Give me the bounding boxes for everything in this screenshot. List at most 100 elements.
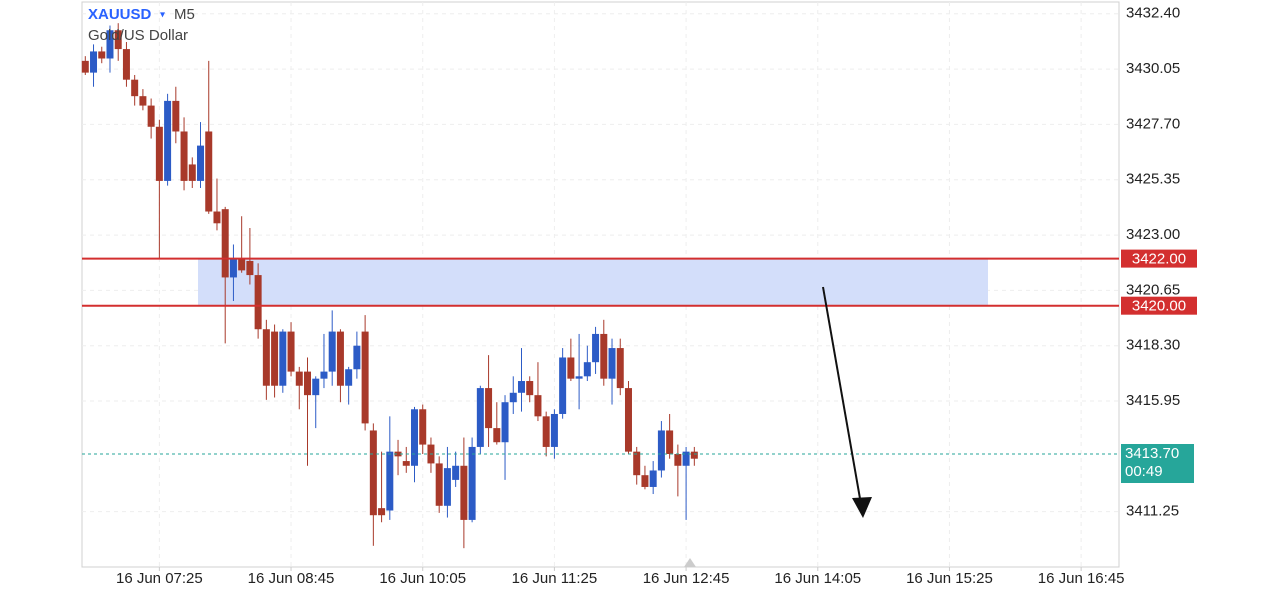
candle-body (147, 105, 155, 127)
dropdown-icon[interactable]: ▾ (160, 10, 165, 21)
candle-body (509, 392, 517, 403)
y-tick-label: 3418.30 (1126, 337, 1180, 354)
x-tick-label: 16 Jun 07:25 (116, 570, 203, 587)
candle-body (501, 402, 509, 443)
candle-body (394, 451, 402, 457)
candle-body (476, 388, 484, 447)
candle-body (690, 451, 698, 459)
arrow-line (822, 286, 863, 511)
candle-body (550, 413, 558, 447)
candle-body (616, 348, 624, 389)
candle-body (188, 164, 196, 181)
candle-body (682, 451, 690, 466)
x-tick-label: 16 Jun 14:05 (774, 570, 861, 587)
candle-body (295, 371, 303, 386)
x-tick-label: 16 Jun 10:05 (379, 570, 466, 587)
candle-body (122, 49, 130, 80)
candle-body (378, 508, 386, 516)
candle-body (402, 461, 410, 466)
y-tick-label: 3427.70 (1126, 115, 1180, 132)
candle-body (246, 260, 254, 276)
y-tick-label: 3430.05 (1126, 60, 1180, 77)
candle-body (419, 409, 427, 445)
candle-body (172, 100, 180, 132)
candle-body (164, 100, 172, 181)
y-tick-label: 3432.40 (1126, 5, 1180, 22)
candle-body (304, 371, 312, 396)
candle-body (287, 331, 295, 372)
candle-body (98, 51, 106, 59)
last-price-label: 3413.70 (1125, 445, 1179, 462)
symbol[interactable]: XAUUSD (88, 6, 152, 23)
candle-body (155, 126, 163, 181)
y-tick-label: 3425.35 (1126, 171, 1180, 188)
candle-body (353, 345, 361, 370)
candle-body (583, 362, 591, 377)
candle-body (674, 454, 682, 466)
candle-body (592, 333, 600, 363)
candle-body (666, 430, 674, 454)
candle-body (271, 331, 279, 386)
candle-body (534, 395, 542, 417)
candle-body (345, 369, 353, 386)
level-label-bg (1121, 249, 1197, 268)
candle-body (81, 60, 89, 73)
candle-body (600, 333, 608, 379)
candle-body (624, 388, 632, 452)
candle-body (517, 381, 525, 393)
candle-body (180, 131, 188, 181)
last-price-bg (1121, 444, 1194, 483)
candle-body (559, 357, 567, 414)
candle-body (336, 331, 344, 386)
y-tick-label: 3411.25 (1126, 503, 1179, 520)
candle-body (649, 470, 657, 487)
candle-body (139, 96, 147, 106)
candle-body (493, 428, 501, 443)
candle-body (410, 409, 418, 466)
level-label: 3420.00 (1132, 298, 1186, 315)
candle-body (452, 465, 460, 480)
candle-body (361, 331, 369, 424)
y-tick-label: 3415.95 (1126, 392, 1180, 409)
candle-body (114, 30, 122, 50)
candle-body (657, 430, 665, 471)
subtitle: Gold/US Dollar (88, 27, 188, 44)
current-time-marker (684, 558, 696, 567)
candle-body (468, 446, 476, 520)
candle-body (205, 131, 213, 212)
candle-body (221, 209, 229, 278)
x-tick-label: 16 Jun 16:45 (1038, 570, 1125, 587)
level-label: 3422.00 (1132, 251, 1186, 268)
candle-body (608, 348, 616, 379)
candle-body (197, 145, 205, 181)
arrow-head (852, 497, 872, 518)
interval[interactable]: M5 (174, 6, 195, 23)
candle-body (229, 258, 237, 278)
x-tick-label: 16 Jun 12:45 (643, 570, 730, 587)
candle-body (131, 79, 139, 97)
candle-body (435, 463, 443, 506)
level-label-bg (1121, 296, 1197, 315)
candle-body (567, 357, 575, 379)
candle-body (542, 416, 550, 447)
candle-body (320, 371, 328, 379)
countdown: 00:49 (1125, 463, 1163, 480)
candle-body (328, 331, 336, 372)
candle-body (213, 211, 221, 224)
y-tick-label: 3420.65 (1126, 281, 1180, 298)
chart-layer (81, 2, 1119, 571)
candle-body (262, 329, 270, 386)
candle-body (369, 430, 377, 516)
candle-body (443, 468, 451, 506)
candle-body (641, 475, 649, 487)
candle-body (279, 331, 287, 386)
candle-body (633, 451, 641, 476)
x-tick-label: 16 Jun 15:25 (906, 570, 993, 587)
candle-body (485, 388, 493, 429)
candle-body (312, 378, 320, 396)
x-tick-label: 16 Jun 08:45 (248, 570, 335, 587)
candle-body (238, 258, 246, 271)
candle-body (254, 275, 262, 330)
